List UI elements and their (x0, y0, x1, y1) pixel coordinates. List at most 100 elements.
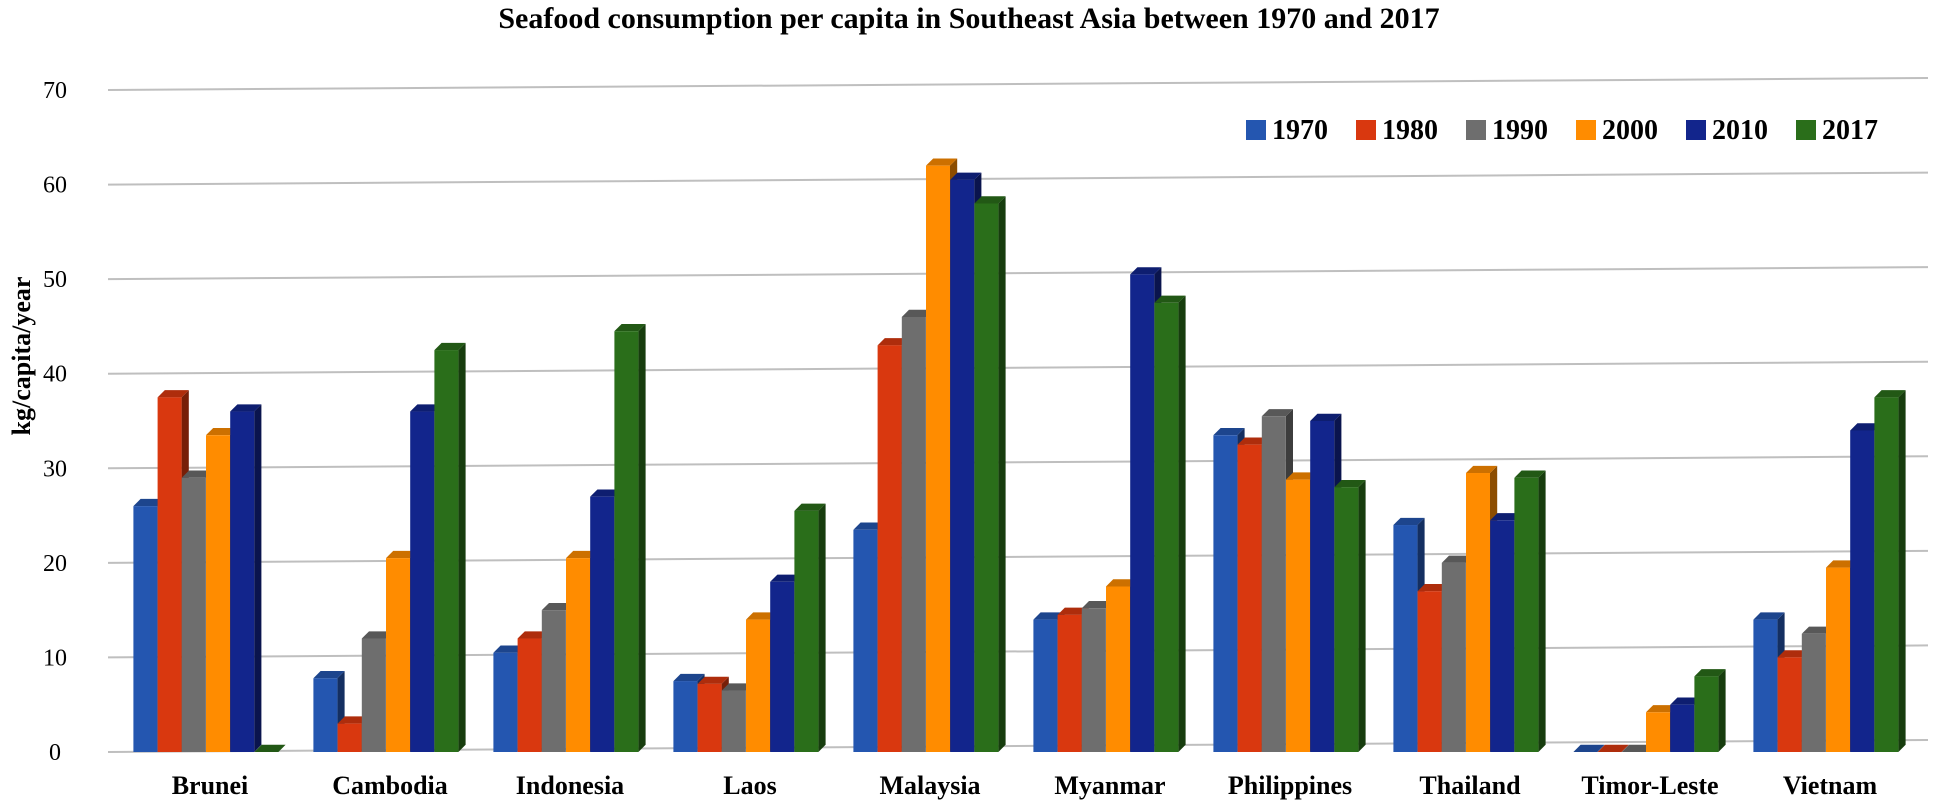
legend-item: 2017 (1796, 115, 1878, 146)
gridline (107, 266, 1929, 281)
bar-top (337, 716, 369, 724)
bar-front (541, 610, 566, 752)
y-tick-label: 30 (43, 456, 67, 482)
bar-top (157, 390, 189, 398)
bar-front (133, 506, 158, 752)
y-tick-label: 0 (49, 740, 61, 766)
x-tick-label: Philippines (1228, 771, 1352, 800)
bar-side (1178, 295, 1186, 752)
bar (1514, 470, 1546, 752)
bar-top (517, 631, 549, 639)
bar-front (181, 477, 206, 752)
bar-top (133, 498, 165, 507)
bar-side (1538, 470, 1546, 752)
bar-top (1597, 744, 1629, 752)
legend-label: 1980 (1382, 115, 1438, 146)
bar-front (1441, 562, 1466, 752)
bar-front (1466, 473, 1490, 752)
bar-top (1310, 413, 1342, 421)
legend-label: 1990 (1492, 115, 1548, 146)
bar-front (493, 652, 518, 752)
y-tick-label: 50 (43, 267, 67, 293)
bar-top (1694, 669, 1726, 677)
bar-front (361, 638, 386, 752)
bar-side (458, 342, 466, 752)
y-tick-label: 60 (43, 173, 67, 199)
bar-top (206, 427, 238, 436)
x-tick-label: Indonesia (516, 771, 624, 800)
bar-top (877, 338, 909, 346)
bar-side (638, 323, 646, 752)
bar (1801, 626, 1833, 752)
bar-front (1081, 608, 1106, 752)
gridline (107, 455, 1929, 470)
bar-top (1441, 555, 1473, 563)
bar-front (794, 510, 819, 752)
bar-front (1261, 416, 1286, 752)
bar-front (1753, 619, 1778, 752)
bar-top (493, 645, 525, 653)
bar-side (1898, 390, 1906, 752)
bar-front (614, 331, 639, 752)
bar-front (1310, 421, 1335, 752)
bar-top (1106, 579, 1138, 587)
bar-top (1826, 560, 1858, 568)
bar-top (974, 196, 1006, 204)
bar-top (1466, 465, 1498, 474)
bar (1874, 390, 1906, 752)
bar-top (230, 404, 262, 412)
bar-top (1130, 267, 1162, 275)
chart-title: Seafood consumption per capita in Southe… (498, 2, 1439, 35)
legend-item: 1990 (1466, 115, 1548, 146)
bar-front (853, 529, 878, 752)
bar (1573, 744, 1605, 752)
bar-top (590, 489, 622, 497)
bar-side (1718, 669, 1726, 752)
bar-side (1358, 480, 1366, 752)
bar-front (1057, 614, 1082, 752)
legend-label: 2000 (1602, 115, 1658, 146)
bar-top (1514, 470, 1546, 478)
bar-top (566, 550, 598, 559)
bar-front (434, 350, 459, 752)
bar-front (901, 316, 926, 752)
bar-front (517, 638, 542, 752)
x-tick-label: Laos (723, 771, 776, 800)
bar-side (818, 503, 826, 752)
bar-front (566, 558, 590, 752)
bar-top (181, 470, 213, 478)
bar-top (1393, 517, 1425, 526)
legend-swatch (1466, 120, 1486, 140)
bar-top (746, 612, 778, 620)
bar-top (673, 673, 705, 682)
bar-top (1646, 705, 1678, 713)
bar-front (1777, 657, 1802, 752)
bar-top (1081, 601, 1113, 609)
bar-front (697, 683, 722, 752)
y-tick-label: 10 (43, 645, 67, 671)
bar (974, 196, 1006, 753)
gridline (107, 171, 1929, 186)
bar-front (770, 581, 795, 752)
x-tick-label: Brunei (172, 771, 249, 800)
bar-top (1033, 612, 1065, 620)
bar-top (313, 671, 345, 679)
bar-front (1334, 487, 1359, 752)
bar-top (541, 602, 573, 611)
bar-top (1670, 697, 1702, 705)
bar-front (1850, 430, 1875, 752)
bar-top (853, 522, 885, 530)
legend-swatch (1246, 120, 1266, 140)
bar-front (673, 681, 698, 752)
bar-top (1874, 390, 1906, 398)
bar-front (950, 179, 975, 753)
bar-top (1286, 472, 1318, 480)
legend-swatch (1356, 120, 1376, 140)
bar-top (1154, 295, 1186, 303)
legend-label: 2017 (1822, 115, 1878, 146)
y-tick-label: 70 (43, 78, 67, 104)
bar-top (721, 683, 753, 691)
bar-top (950, 172, 982, 180)
bar-front (1106, 586, 1130, 752)
